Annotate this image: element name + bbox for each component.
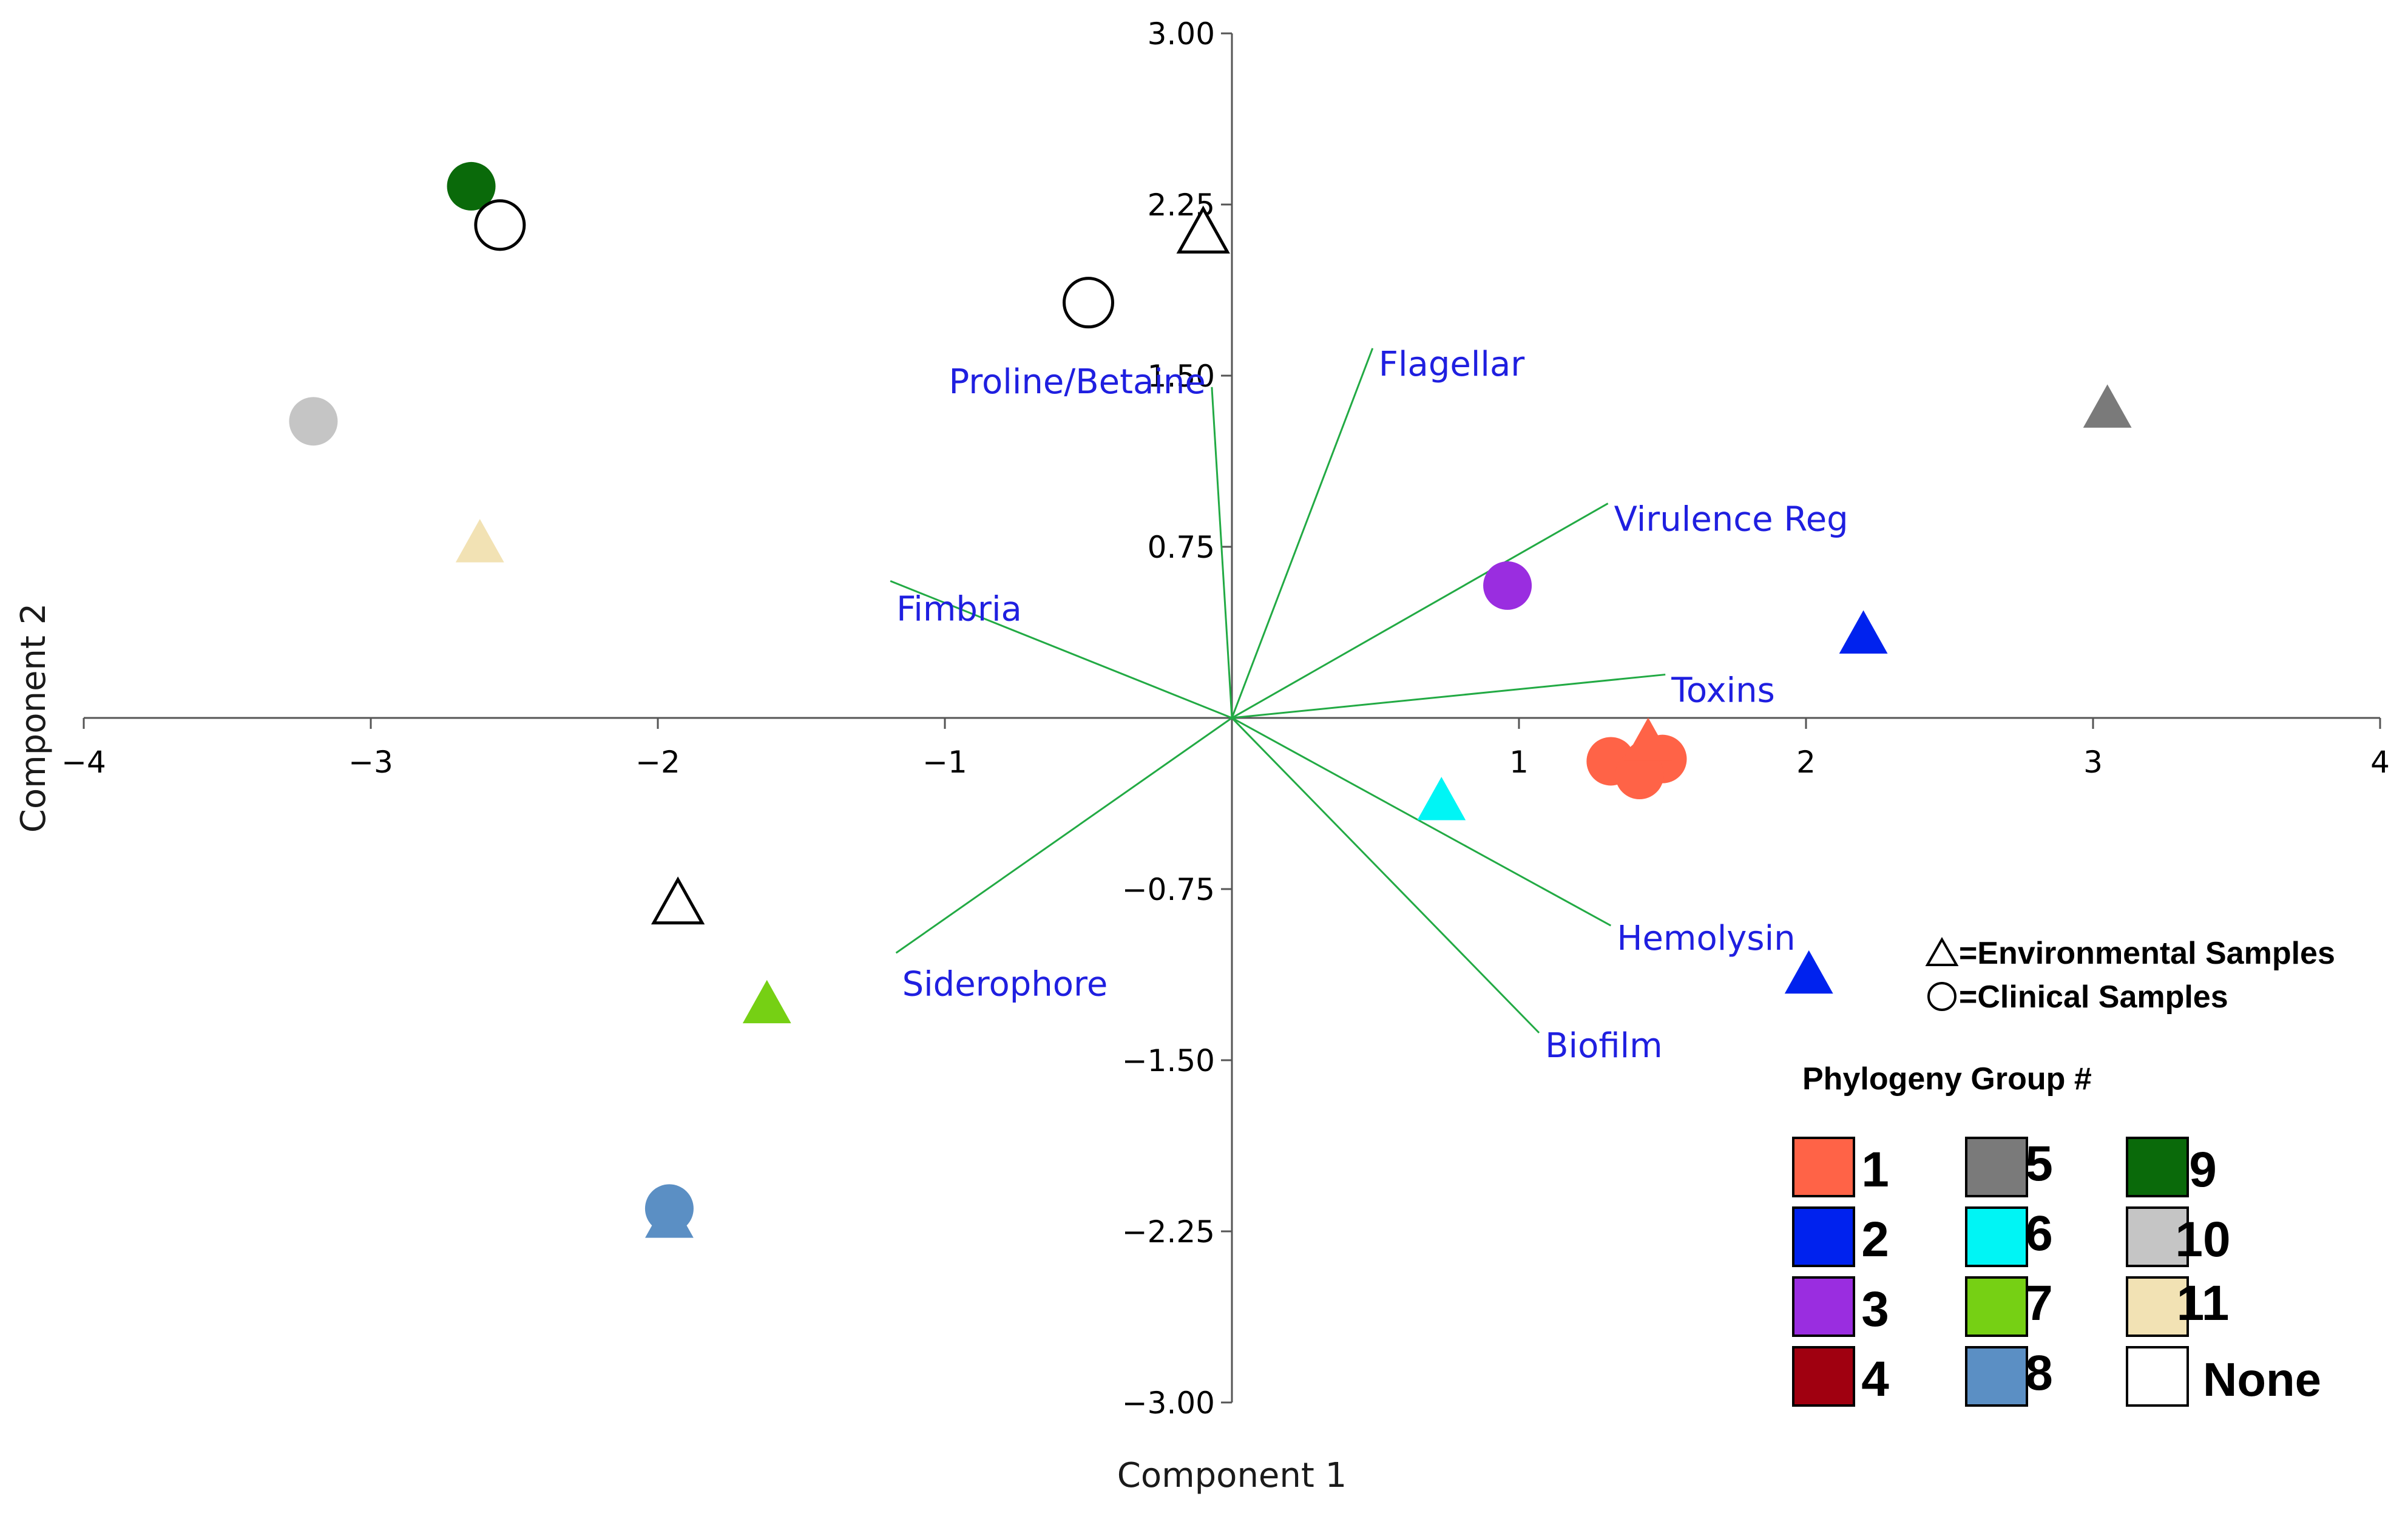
clinical-sample-point [1483,561,1532,610]
legend-sample-label: =Environmental Samples [1959,936,2335,971]
x-tick-label: 2 [1796,745,1816,780]
x-tick-label: 3 [2083,745,2103,780]
axes: −4 −3 −2 −1 1 2 3 43.002.251.500.75−0.75−1.50−2… [61,16,2390,1421]
vector-label: Hemolysin [1617,919,1795,958]
vector-label: Biofilm [1545,1026,1663,1066]
clinical-sample-point [289,397,338,446]
vector-label: Siderophore [902,964,1108,1004]
x-tick-label: −2 [635,745,680,780]
y-tick-label: −1.50 [1122,1043,1215,1078]
legend-group-label: 9 [2189,1142,2217,1197]
legend-swatch [1965,1137,2028,1197]
vector-label: Toxins [1671,671,1775,711]
environmental-sample-point [1176,205,1230,254]
loading-vector [1231,502,1609,719]
vector-label: Proline/Betaine [949,362,1205,402]
loading-vector [1231,717,1612,927]
legend-group-label: 7 [2025,1276,2053,1331]
legend-group-label: 3 [1861,1282,1889,1337]
x-tick-label: −3 [348,745,393,780]
legend-swatch [1792,1276,1855,1337]
x-tick-label: 1 [1509,745,1529,780]
legend-swatch [2126,1206,2189,1267]
environmental-sample-point [2083,384,2132,428]
legend-group-label: 2 [1861,1212,1889,1267]
loading-vector [890,580,1233,719]
y-tick-label: 0.75 [1148,530,1215,565]
legend-swatch [1792,1137,1855,1197]
vector-label: Virulence Reg [1614,500,1848,540]
clinical-sample-point [1615,751,1664,799]
clinical-sample-point [474,199,526,251]
x-tick-label: −4 [61,745,106,780]
legend-swatch [1965,1206,2028,1267]
y-axis-title: Component 2 [14,603,53,833]
environmental-sample-point [1623,717,1672,761]
legend-group-label: 4 [1861,1352,1889,1407]
environmental-sample-point [1839,610,1888,654]
data-points [289,161,2132,1238]
loading-vector [1231,348,1374,719]
y-tick-label: 3.00 [1148,16,1215,52]
legend-group-label: 6 [2025,1206,2053,1261]
environmental-sample-point [742,979,791,1024]
clinical-sample-point [447,161,496,211]
vector-label: Fimbria [896,589,1022,629]
x-axis-title: Component 1 [1117,1456,1347,1495]
loading-vector [895,717,1233,954]
legend-triangle-icon [1925,936,1959,966]
legend-group-label: 1 [1861,1142,1889,1197]
legend-swatch [1792,1346,1855,1407]
legend-circle-icon [1927,982,1956,1011]
legend-swatch [1792,1206,1855,1267]
legend-group-label: None [2203,1353,2321,1406]
x-tick-label: 4 [2370,745,2390,780]
legend-group-label: 10 [2175,1212,2230,1267]
environmental-sample-point [455,519,504,563]
environmental-sample-point [651,876,705,925]
legend-sample-label: =Clinical Samples [1959,979,2228,1015]
clinical-sample-point [1063,277,1114,329]
loading-vectors: Proline/Betaine Flagellar Virulence Reg Fim… [890,345,1848,1066]
loading-vector [1211,387,1233,719]
loading-vector [1231,717,1540,1034]
legend-title: Phylogeny Group # [1802,1061,2092,1097]
environmental-sample-point [1417,777,1466,820]
legend-group-label: 5 [2025,1136,2053,1191]
vector-label: Flagellar [1379,345,1526,384]
y-tick-label: −2.25 [1122,1214,1215,1250]
environmental-sample-point [1784,950,1833,994]
legend-swatch [1965,1346,2028,1407]
y-tick-label: 1.50 [1148,359,1215,394]
loading-vector [1231,674,1666,719]
legend-swatch [2126,1137,2189,1197]
x-tick-label: −1 [922,745,967,780]
legend: =Environmental Samples =Clinical Samples P… [1792,936,2335,1407]
legend-swatch [1965,1276,2028,1337]
legend-swatch [2126,1346,2189,1407]
y-tick-label: −0.75 [1122,872,1215,907]
legend-swatch [2126,1276,2189,1337]
y-tick-label: −3.00 [1122,1385,1215,1421]
clinical-sample-point [644,1184,694,1233]
legend-group-label: 11 [2177,1276,2230,1331]
legend-group-label: 8 [2025,1345,2053,1401]
